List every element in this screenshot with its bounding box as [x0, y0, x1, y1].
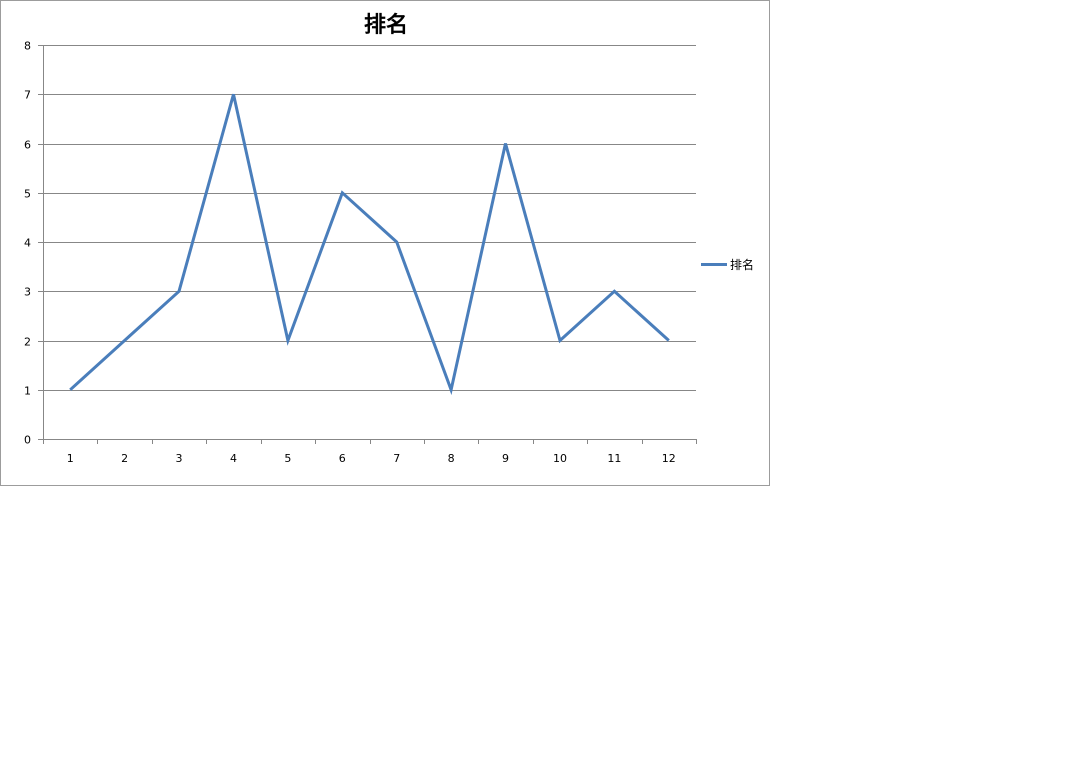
- y-tick-labels: 0 1 2 3 4 5 6 7 8: [24, 40, 31, 447]
- y-tick-label: 3: [24, 286, 31, 299]
- x-tick-label: 10: [553, 452, 567, 465]
- series-layer: [69, 93, 670, 396]
- x-tick-label: 2: [121, 452, 128, 465]
- x-tick-label: 5: [284, 452, 291, 465]
- x-tick-label: 12: [662, 452, 676, 465]
- x-tick-label: 9: [502, 452, 509, 465]
- y-tick-label: 8: [24, 40, 31, 53]
- legend-line-swatch: [701, 263, 727, 266]
- series-line-0: [69, 93, 670, 396]
- chart-title: 排名: [363, 13, 408, 38]
- legend-label: 排名: [730, 258, 755, 272]
- y-tick-label: 7: [24, 89, 31, 102]
- y-tick-label: 0: [24, 434, 31, 447]
- y-tick-label: 5: [24, 188, 31, 201]
- x-tick-label: 1: [67, 452, 74, 465]
- axes: [38, 45, 697, 444]
- y-tick-label: 6: [24, 139, 31, 152]
- x-tick-label: 3: [176, 452, 183, 465]
- x-tick-label: 11: [607, 452, 621, 465]
- x-tick-labels: 1 2 3 4 5 6 7 8 9 10 11 12: [67, 452, 676, 465]
- y-tick-label: 4: [24, 237, 31, 250]
- x-tick-label: 7: [393, 452, 400, 465]
- y-tick-label: 2: [24, 336, 31, 349]
- gridlines: [43, 45, 696, 391]
- x-tick-label: 8: [448, 452, 455, 465]
- x-tick-label: 6: [339, 452, 346, 465]
- y-tick-label: 1: [24, 385, 31, 398]
- x-tick-label: 4: [230, 452, 237, 465]
- legend: 排名: [701, 256, 754, 273]
